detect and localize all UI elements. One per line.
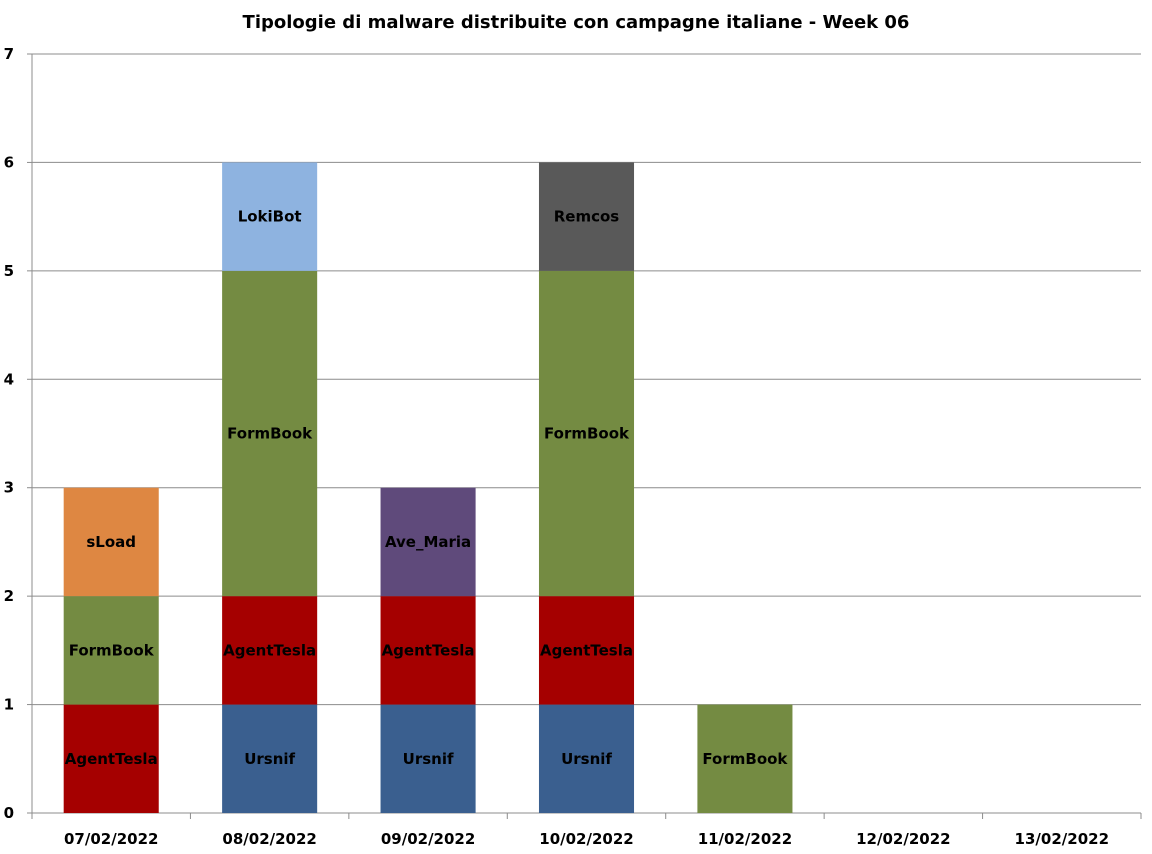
x-tick-label: 07/02/2022: [64, 830, 158, 848]
bar-segment-label: Ursnif: [403, 750, 454, 768]
y-tick-label: 7: [4, 45, 14, 63]
bar-segment: [538, 270, 635, 597]
bar-segment-label: AgentTesla: [382, 641, 475, 659]
x-tick-label: 12/02/2022: [856, 830, 950, 848]
chart-title: Tipologie di malware distribuite con cam…: [243, 12, 910, 33]
bar-segment: [222, 596, 318, 705]
bar-segment: [538, 596, 635, 705]
x-tick-label: 09/02/2022: [381, 830, 475, 848]
bars: AgentTesla FormBook sLoad Ursnif AgentTesla F…: [63, 162, 793, 813]
y-tick-label: 4: [4, 370, 14, 388]
bar-segment: [380, 596, 476, 705]
bar-segment: [63, 596, 159, 705]
bar-segment: [538, 162, 635, 271]
bar-segment: [380, 704, 476, 813]
y-tick-label: 5: [4, 262, 14, 280]
x-tick-label: 10/02/2022: [539, 830, 633, 848]
bar-segment-label: Remcos: [554, 208, 620, 226]
bar-segment-label: AgentTesla: [223, 641, 316, 659]
bar-segment: [63, 487, 159, 597]
bar-segment-label: Ursnif: [244, 750, 295, 768]
bar-segment: [538, 704, 635, 813]
x-tick-label: 11/02/2022: [698, 830, 792, 848]
bar-segment: [697, 704, 793, 813]
bar-segment-label: LokiBot: [238, 208, 302, 226]
y-tick-label: 3: [4, 479, 14, 497]
bar-segment-label: AgentTesla: [540, 641, 633, 659]
bar-segment-label: FormBook: [227, 425, 313, 443]
bar-segment: [222, 162, 318, 271]
y-tick-label: 1: [4, 696, 14, 714]
bar-segment-label: FormBook: [702, 750, 788, 768]
bar-segment: [222, 270, 318, 597]
bar-segment: [222, 704, 318, 813]
bar-segment-label: FormBook: [544, 425, 630, 443]
y-axis-ticks: 0 1 2 3 4 5 6 7: [4, 45, 14, 822]
x-axis-ticks: 07/02/2022 08/02/2022 09/02/2022 10/02/2022…: [64, 830, 1109, 848]
y-tick-label: 6: [4, 153, 14, 171]
x-tick-label: 08/02/2022: [222, 830, 316, 848]
y-tick-label: 0: [4, 804, 14, 822]
bar-segment-label: Ave_Maria: [385, 533, 471, 551]
x-tick-label: 13/02/2022: [1015, 830, 1109, 848]
y-tick-label: 2: [4, 587, 14, 605]
bar-segment: [380, 487, 476, 597]
bar-segment-label: AgentTesla: [65, 750, 158, 768]
bar-segment: [63, 704, 159, 813]
bar-segment-label: FormBook: [69, 641, 155, 659]
bar-segment-label: Ursnif: [561, 750, 612, 768]
bar-segment-label: sLoad: [86, 533, 136, 551]
